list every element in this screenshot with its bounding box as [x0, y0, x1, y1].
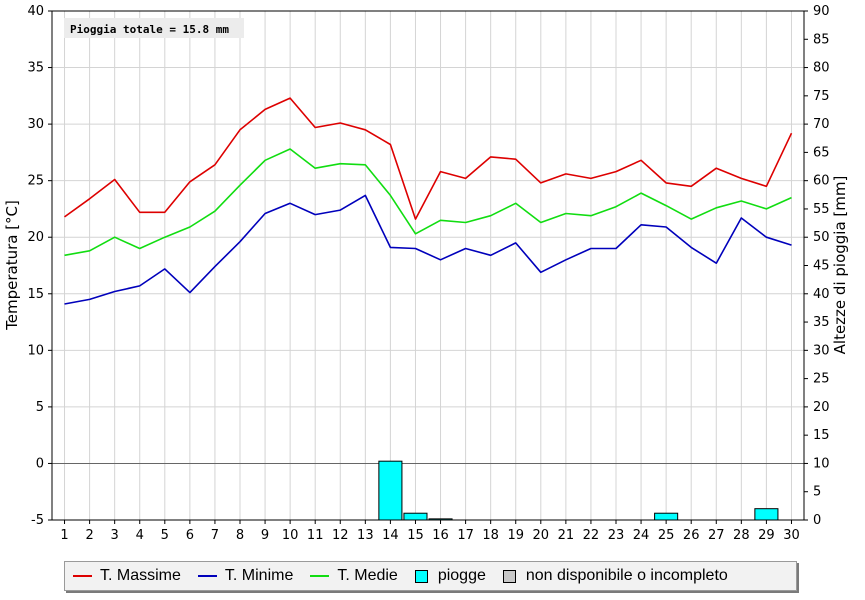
x-tick-label: 8: [236, 528, 244, 543]
x-tick-label: 17: [457, 528, 474, 543]
y-right-tick-label: 60: [813, 174, 830, 189]
rain-bars: [378, 460, 779, 521]
legend-label-t-massime: T. Massime: [100, 567, 181, 584]
y-left-tick-label: 35: [27, 61, 44, 76]
x-tick-label: 5: [161, 528, 169, 543]
y-right-tick-label: 30: [813, 343, 830, 358]
legend: T. Massime T. Minime T. Medie piogge non…: [64, 561, 797, 591]
legend-item-t-massime: T. Massime: [73, 567, 181, 585]
grid: [52, 10, 804, 521]
y-right-tick-label: 50: [813, 230, 830, 245]
temperature-lines: [64, 97, 793, 305]
series-line-t-massime: [64, 97, 793, 220]
y-left-tick-label: 10: [27, 343, 44, 358]
legend-label-t-minime: T. Minime: [224, 567, 294, 584]
y-left-tick-label: -5: [31, 513, 44, 528]
rain-bar-day-29: [754, 508, 779, 521]
legend-swatch-piogge: [414, 569, 428, 583]
y-right-tick-label: 35: [813, 315, 830, 330]
x-tick-label: 18: [482, 528, 499, 543]
rain-bar-day-25: [654, 512, 679, 521]
x-tick-label: 6: [186, 528, 194, 543]
y-left-title: Temperatura [°C]: [3, 200, 21, 331]
legend-label-piogge: piogge: [437, 567, 486, 584]
y-right-tick-label: 55: [813, 202, 830, 217]
legend-swatch-t-minime: [197, 575, 217, 577]
annotation-box: Pioggia totale = 15.8 mm: [64, 18, 244, 38]
y-right-tick-label: 90: [813, 4, 830, 19]
x-tick-label: 23: [608, 528, 625, 543]
legend-swatch-t-massime: [73, 575, 92, 577]
x-tick-label: 13: [357, 528, 374, 543]
y-right-tick-label: 65: [813, 145, 830, 160]
x-tick-label: 26: [683, 528, 700, 543]
x-tick-label: 19: [507, 528, 524, 543]
x-tick-label: 3: [111, 528, 119, 543]
x-tick-label: 30: [783, 528, 800, 543]
x-tick-label: 29: [758, 528, 775, 543]
y-right-tick-label: 5: [813, 485, 821, 500]
y-right-tick-label: 45: [813, 259, 830, 274]
y-right-tick-label: 70: [813, 117, 830, 132]
x-tick-label: 2: [85, 528, 93, 543]
legend-label-non-disponibile: non disponibile o incompleto: [525, 567, 728, 584]
y-right-tick-label: 10: [813, 456, 830, 471]
y-left-tick-label: 0: [36, 456, 44, 471]
rain-bar-day-14: [378, 460, 403, 521]
y-right-tick-label: 75: [813, 89, 830, 104]
y-right-tick-label: 80: [813, 61, 830, 76]
y-right-tick-label: 25: [813, 372, 830, 387]
x-tick-label: 22: [583, 528, 600, 543]
x-tick-label: 1: [60, 528, 68, 543]
x-tick-label: 25: [658, 528, 675, 543]
y-left-tick-label: 30: [27, 117, 44, 132]
x-tick-label: 27: [708, 528, 725, 543]
x-tick-label: 21: [558, 528, 575, 543]
legend-swatch-t-medie: [310, 575, 330, 577]
x-tick-label: 4: [136, 528, 144, 543]
x-tick-label: 7: [211, 528, 219, 543]
series-line-t-minime: [64, 194, 792, 305]
x-tick-label: 12: [332, 528, 349, 543]
y-left-tick-label: 5: [36, 400, 44, 415]
legend-item-non-disponibile: non disponibile o incompleto: [502, 567, 728, 585]
y-right-title: Altezze di pioggia [mm]: [831, 176, 849, 355]
y-right-tick-label: 0: [813, 513, 821, 528]
annotation-text: Pioggia totale = 15.8 mm: [70, 23, 229, 36]
x-tick-label: 20: [533, 528, 550, 543]
x-tick-label: 9: [261, 528, 269, 543]
axis-ticks: -505101520253035400510152025303540455055…: [27, 4, 829, 543]
y-right-tick-label: 20: [813, 400, 830, 415]
legend-item-t-medie: T. Medie: [310, 567, 398, 585]
y-right-tick-label: 15: [813, 428, 830, 443]
legend-swatch-non-disponibile: [502, 569, 516, 583]
rain-bar-day-15: [403, 512, 428, 521]
series-line-t-medie: [64, 148, 792, 257]
x-tick-label: 24: [633, 528, 650, 543]
y-left-tick-label: 20: [27, 230, 44, 245]
x-tick-label: 14: [382, 528, 399, 543]
y-left-tick-label: 25: [27, 174, 44, 189]
x-tick-label: 28: [733, 528, 750, 543]
y-right-tick-label: 85: [813, 32, 830, 47]
x-tick-label: 11: [307, 528, 324, 543]
x-tick-label: 10: [282, 528, 299, 543]
y-left-tick-label: 15: [27, 287, 44, 302]
y-right-tick-label: 40: [813, 287, 830, 302]
y-left-tick-label: 40: [27, 4, 44, 19]
legend-item-t-minime: T. Minime: [197, 567, 294, 585]
x-tick-label: 15: [407, 528, 424, 543]
x-tick-label: 16: [432, 528, 449, 543]
legend-label-t-medie: T. Medie: [337, 567, 398, 584]
legend-item-piogge: piogge: [414, 567, 486, 585]
